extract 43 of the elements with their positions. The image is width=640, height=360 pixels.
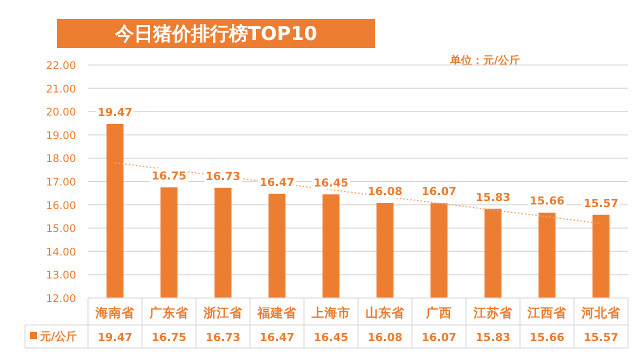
y-tick-label: 15.00 [46, 223, 76, 236]
data-label: 16.73 [206, 331, 240, 344]
text: 16.08 [368, 184, 402, 198]
text: 16.47 [260, 176, 294, 189]
text: 19.47 [98, 106, 132, 119]
x-tick-label: 福建省 [256, 305, 298, 320]
data-label: 16.45 [314, 331, 348, 344]
data-label: 16.08 [368, 331, 402, 344]
x-tick-label: 海南省 [94, 305, 136, 320]
y-tick-label: 21.00 [46, 83, 76, 96]
y-tick-label: 20.00 [46, 106, 76, 119]
text: 15.83 [476, 190, 510, 204]
data-label: 15.57 [584, 331, 618, 344]
y-tick-label: 14.00 [46, 246, 76, 258]
y-tick-label: 19.00 [46, 130, 76, 142]
data-label: 15.66 [530, 331, 565, 344]
x-tick-label: 山东省 [366, 305, 406, 320]
legend-label: 元/公斤 [39, 330, 78, 343]
text: 15.66 [530, 194, 564, 208]
chart-title: 今日猪价排行榜TOP10 [114, 23, 318, 45]
text: 16.75 [152, 169, 186, 182]
text: 16.07 [422, 185, 456, 198]
x-tick-label: 河北省 [580, 305, 622, 320]
y-tick-label: 12.00 [46, 293, 76, 305]
text: 15.57 [584, 196, 618, 210]
text: 16.45 [314, 176, 348, 190]
data-label: 16.07 [422, 331, 456, 344]
y-tick-label: 18.00 [46, 153, 76, 166]
x-tick-label: 江西省 [526, 305, 568, 320]
x-tick-label: 广西 [425, 305, 452, 320]
x-tick-label: 上海市 [310, 305, 350, 320]
data-label: 16.75 [152, 331, 186, 344]
y-tick-label: 16.00 [46, 200, 76, 212]
y-tick-label: 13.00 [46, 270, 76, 282]
x-tick-label: 广东省 [148, 305, 190, 320]
y-tick-label: 22.00 [46, 60, 76, 72]
data-label: 16.47 [260, 331, 294, 344]
text: 16.73 [206, 170, 240, 183]
x-tick-label: 浙江省 [202, 305, 244, 320]
y-tick-label: 17.00 [46, 176, 76, 188]
data-label: 19.47 [98, 331, 132, 344]
x-tick-label: 江苏省 [472, 305, 514, 320]
data-label: 15.83 [476, 331, 510, 344]
